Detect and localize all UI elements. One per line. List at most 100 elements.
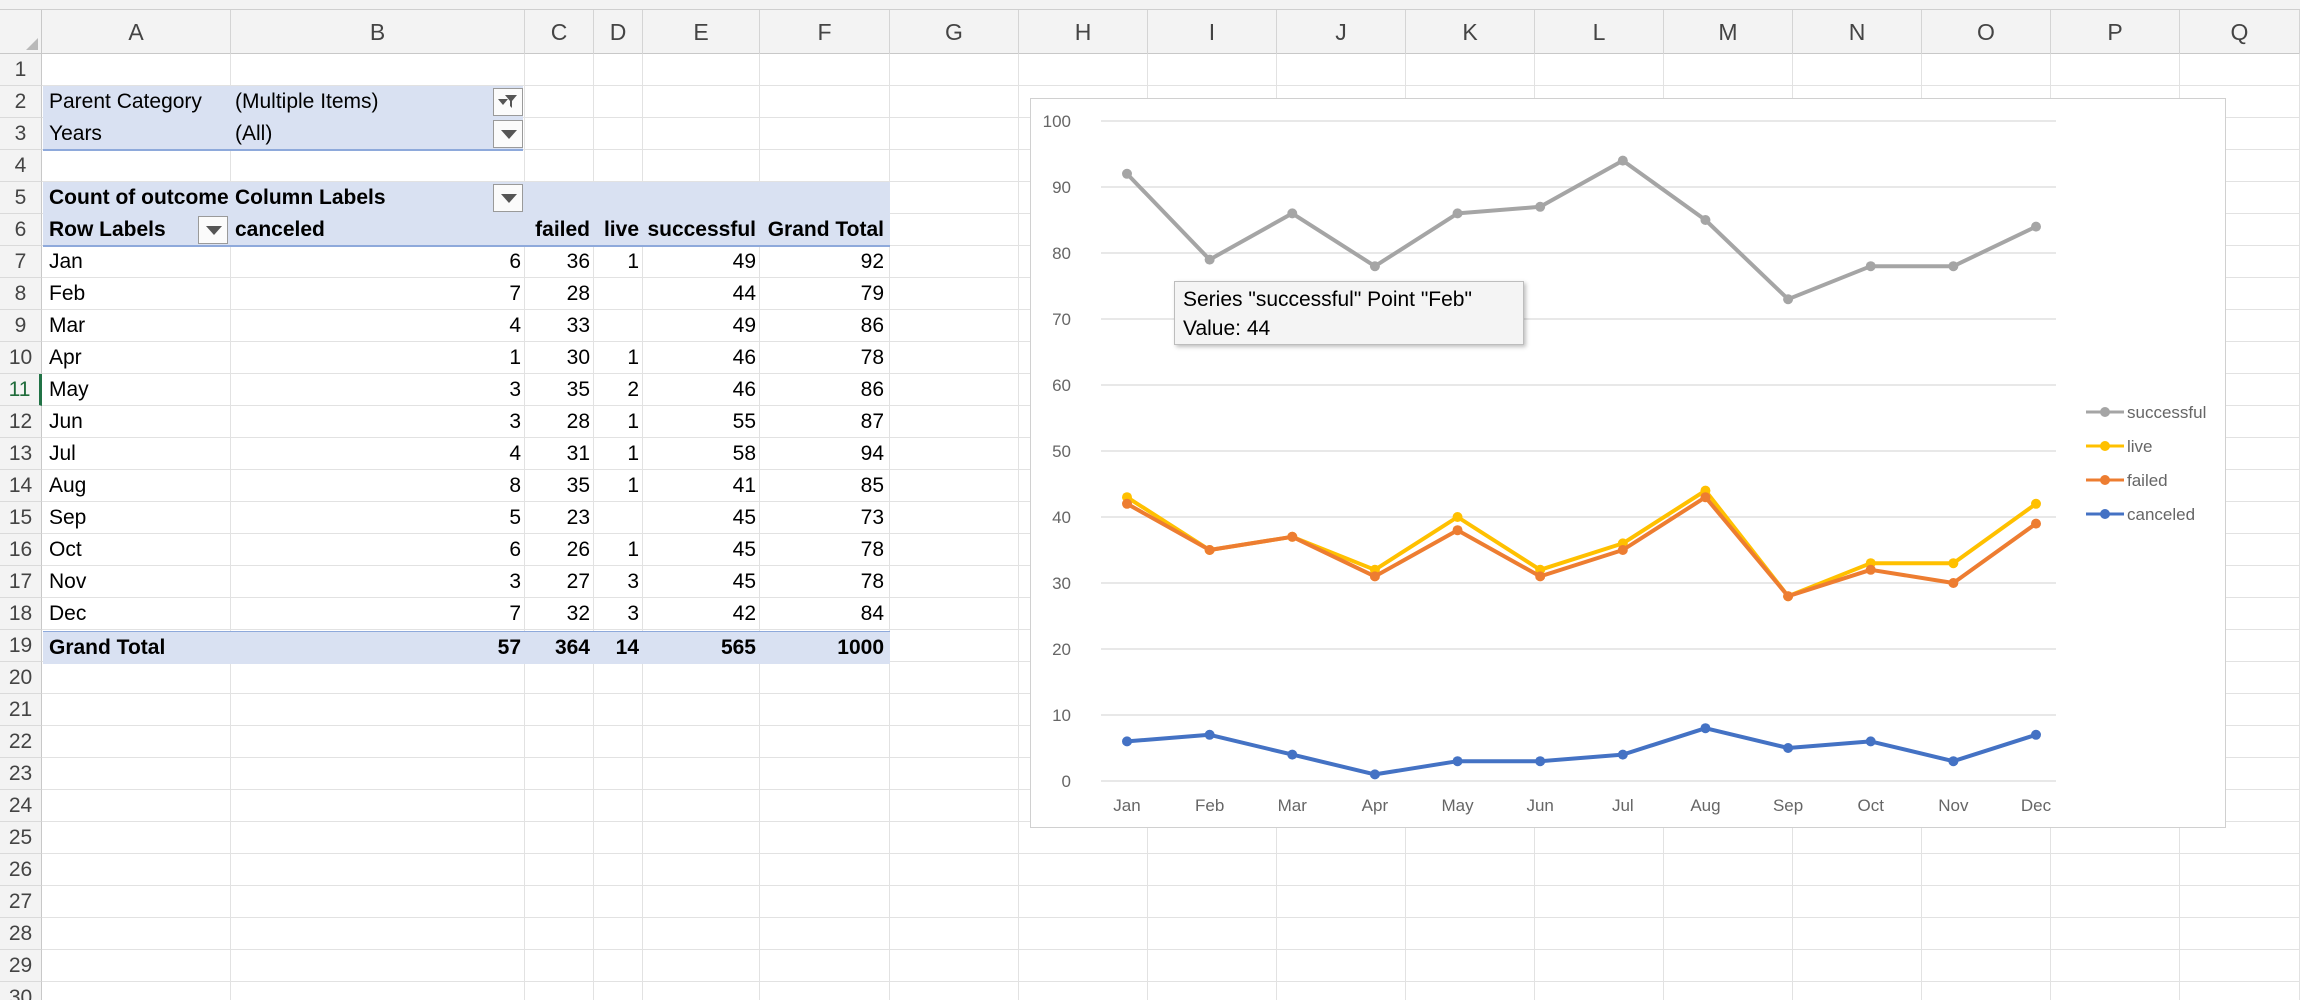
row-header-28[interactable]: 28	[0, 918, 42, 950]
legend-label-failed: failed	[2127, 471, 2168, 490]
column-header-h[interactable]: H	[1019, 10, 1148, 54]
select-all-corner[interactable]	[0, 10, 42, 54]
pivot-cell-total: 86	[860, 314, 884, 337]
pivot-row-label: Nov	[49, 570, 87, 593]
data-point-failed	[1535, 571, 1546, 582]
years-filter-button[interactable]	[493, 120, 523, 148]
data-point-failed	[1617, 545, 1628, 555]
row-header-19[interactable]: 19	[0, 630, 42, 662]
column-header-a[interactable]: A	[42, 10, 231, 54]
column-header-n[interactable]: N	[1793, 10, 1922, 54]
data-point-successful	[1204, 254, 1215, 265]
pivot-cell-successful: 45	[732, 538, 756, 561]
gridline-horizontal	[42, 853, 2300, 854]
column-header-f[interactable]: F	[760, 10, 890, 54]
row-header-29[interactable]: 29	[0, 950, 42, 982]
pivot-cell-total: 92	[860, 250, 884, 273]
row-header-8[interactable]: 8	[0, 278, 42, 310]
pivot-cell-live: 2	[627, 378, 639, 401]
column-header-q[interactable]: Q	[2180, 10, 2300, 54]
column-header-m[interactable]: M	[1664, 10, 1793, 54]
column-header-p[interactable]: P	[2051, 10, 2180, 54]
row-header-23[interactable]: 23	[0, 758, 42, 790]
pivot-cell-canceled: 6	[509, 538, 521, 561]
row-header-27[interactable]: 27	[0, 886, 42, 918]
y-tick-label: 20	[1052, 640, 1071, 659]
column-header-o[interactable]: O	[1922, 10, 2051, 54]
row-header-20[interactable]: 20	[0, 662, 42, 694]
row-header-15[interactable]: 15	[0, 502, 42, 534]
legend-label-successful: successful	[2127, 403, 2206, 422]
pivot-cell-total: 73	[860, 506, 884, 529]
row-header-5[interactable]: 5	[0, 182, 42, 214]
row-header-25[interactable]: 25	[0, 822, 42, 854]
pivot-cell-canceled: 5	[509, 506, 521, 529]
column-header-b[interactable]: B	[231, 10, 525, 54]
data-point-canceled	[1204, 729, 1215, 740]
data-point-successful	[1452, 208, 1463, 219]
pivot-cell-total: 86	[860, 378, 884, 401]
row-header-24[interactable]: 24	[0, 790, 42, 822]
row-header-26[interactable]: 26	[0, 854, 42, 886]
row-header-11[interactable]: 11	[0, 374, 42, 406]
pivot-cell-total: 87	[860, 410, 884, 433]
row-header-13[interactable]: 13	[0, 438, 42, 470]
chevron-down-icon	[498, 99, 508, 105]
row-header-30[interactable]: 30	[0, 982, 42, 1000]
pivot-cell-live: 1	[627, 442, 639, 465]
row-header-22[interactable]: 22	[0, 726, 42, 758]
row-header-3[interactable]: 3	[0, 118, 42, 150]
data-point-canceled	[2031, 729, 2041, 740]
pivot-row-label: Oct	[49, 538, 82, 561]
data-point-canceled	[1122, 736, 1132, 747]
column-labels-filter-button[interactable]	[493, 184, 523, 212]
header-failed: failed	[535, 218, 590, 241]
row-header-10[interactable]: 10	[0, 342, 42, 374]
pivot-header-underline	[43, 245, 890, 247]
column-header-c[interactable]: C	[525, 10, 594, 54]
pivot-cell-canceled: 3	[509, 410, 521, 433]
x-tick-label: May	[1441, 796, 1474, 815]
column-header-d[interactable]: D	[594, 10, 643, 54]
pivot-row-label: Sep	[49, 506, 87, 529]
pivot-cell-total: 84	[860, 602, 884, 625]
row-header-9[interactable]: 9	[0, 310, 42, 342]
row-header-18[interactable]: 18	[0, 598, 42, 630]
column-header-k[interactable]: K	[1406, 10, 1535, 54]
column-header-g[interactable]: G	[890, 10, 1019, 54]
column-header-j[interactable]: J	[1277, 10, 1406, 54]
column-header-i[interactable]: I	[1148, 10, 1277, 54]
parent-category-filter-button[interactable]	[493, 88, 523, 116]
data-point-failed	[1783, 591, 1794, 602]
row-header-12[interactable]: 12	[0, 406, 42, 438]
pivot-cell-successful: 41	[732, 474, 756, 497]
data-point-canceled	[1783, 743, 1794, 753]
pivot-cell-successful: 58	[732, 442, 756, 465]
row-header-17[interactable]: 17	[0, 566, 42, 598]
row-header-7[interactable]: 7	[0, 246, 42, 278]
gridline-vertical	[230, 54, 231, 1000]
column-header-l[interactable]: L	[1535, 10, 1664, 54]
filter-area	[43, 86, 523, 150]
pivot-cell-total: 78	[860, 570, 884, 593]
row-header-14[interactable]: 14	[0, 470, 42, 502]
row-header-4[interactable]: 4	[0, 150, 42, 182]
grand-total-band	[43, 632, 890, 664]
chevron-down-icon	[206, 226, 222, 235]
data-point-canceled	[1700, 723, 1711, 734]
pivot-cell-canceled: 4	[509, 314, 521, 337]
column-header-e[interactable]: E	[643, 10, 760, 54]
line-chart[interactable]: 0 10 20 30 40 50 60 70 80 90 100 Jan Feb Mar Apr May Jun…	[1030, 98, 2226, 828]
row-header-6[interactable]: 6	[0, 214, 42, 246]
pivot-cell-successful: 44	[732, 282, 756, 305]
x-tick-label: Jun	[1526, 796, 1553, 815]
pivot-cell-failed: 30	[566, 346, 590, 369]
row-header-21[interactable]: 21	[0, 694, 42, 726]
row-labels-filter-button[interactable]	[198, 216, 228, 244]
row-header-2[interactable]: 2	[0, 86, 42, 118]
row-header-1[interactable]: 1	[0, 54, 42, 86]
row-header-16[interactable]: 16	[0, 534, 42, 566]
pivot-cell-successful: 45	[732, 570, 756, 593]
pivot-cell-total: 85	[860, 474, 884, 497]
